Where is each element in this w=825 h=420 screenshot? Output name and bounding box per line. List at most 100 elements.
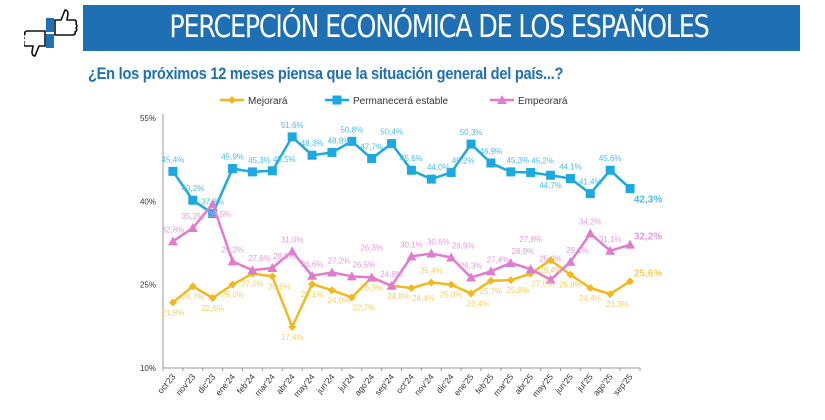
data-point xyxy=(247,167,257,177)
data-label: 45,2% xyxy=(531,156,554,165)
data-label: 30,1% xyxy=(400,240,423,249)
data-point xyxy=(288,322,297,331)
data-point xyxy=(606,290,615,299)
legend-label: Permanecerá estable xyxy=(353,96,448,107)
data-point xyxy=(167,236,178,246)
series-line-empeorará xyxy=(172,202,631,288)
data-label: 23,4% xyxy=(467,300,490,309)
data-label: 48,3% xyxy=(301,139,324,148)
data-label: 41,4% xyxy=(579,178,602,187)
data-point xyxy=(505,258,516,267)
data-label: 44,7% xyxy=(539,181,562,190)
data-point xyxy=(486,158,496,168)
data-label: 27,4% xyxy=(487,255,510,264)
x-tick-label: sep'24 xyxy=(372,372,396,398)
data-label: 24,8% xyxy=(380,270,403,279)
x-tick-label: mar'25 xyxy=(491,372,515,398)
data-label: 27,0% xyxy=(531,280,554,289)
page-title: PERCEPCIÓN ECONÓMICA DE LOS ESPAÑOLES xyxy=(168,9,709,45)
data-point xyxy=(307,270,318,280)
data-label: 24,4% xyxy=(579,294,602,303)
x-tick-label: may'24 xyxy=(291,372,316,399)
data-label: 50,4% xyxy=(380,128,403,137)
chart-subtitle: ¿En los próximos 12 meses piensa que la … xyxy=(88,64,564,83)
data-label: 24,4% xyxy=(412,294,435,303)
series-line-mejorará xyxy=(172,258,631,329)
data-point xyxy=(427,278,436,287)
data-label: 39,5% xyxy=(208,210,231,219)
data-point xyxy=(467,289,476,298)
data-point xyxy=(188,282,197,291)
data-point xyxy=(506,276,515,285)
data-label: 24,0% xyxy=(328,296,351,305)
data-point xyxy=(207,199,218,209)
data-label: 17,4% xyxy=(281,333,304,342)
data-label: 27,0% xyxy=(241,280,264,289)
data-label: 27,2% xyxy=(328,256,351,265)
data-label: 25,0% xyxy=(221,291,244,300)
data-point xyxy=(168,298,177,307)
x-tick-label: mar'24 xyxy=(253,372,277,398)
y-tick-label: 25% xyxy=(140,281,156,290)
data-label: 27,8% xyxy=(519,235,542,244)
data-point xyxy=(287,246,298,256)
legend-marker xyxy=(497,95,507,104)
data-point xyxy=(227,256,238,266)
legend-marker xyxy=(228,96,236,104)
data-label: 26,3% xyxy=(460,261,483,270)
data-point xyxy=(585,228,596,238)
data-point xyxy=(605,165,615,175)
legend-marker xyxy=(332,95,342,105)
data-point xyxy=(447,280,456,289)
data-point xyxy=(228,280,237,289)
data-point xyxy=(208,294,217,302)
data-label: 40,2% xyxy=(181,184,204,193)
data-point xyxy=(247,265,258,275)
data-label: 32,8% xyxy=(162,225,185,234)
data-label: 26,3% xyxy=(360,283,383,292)
data-point xyxy=(585,189,595,199)
data-label: 51,6% xyxy=(281,121,304,130)
data-point xyxy=(347,136,357,146)
data-point xyxy=(188,195,198,205)
data-point xyxy=(168,166,178,176)
x-tick-label: ago'25 xyxy=(591,372,615,398)
data-point xyxy=(485,266,496,276)
data-label: 44,0% xyxy=(427,163,450,172)
y-tick-label: 40% xyxy=(140,197,156,206)
data-point xyxy=(546,256,555,265)
data-point xyxy=(605,245,616,255)
data-point xyxy=(525,264,536,274)
data-label: 25,0% xyxy=(440,291,463,300)
data-point xyxy=(307,150,317,160)
data-label: 34,2% xyxy=(579,218,602,227)
data-label: 24,7% xyxy=(181,292,204,301)
data-label: 29,9% xyxy=(452,241,475,250)
data-label: 30,6% xyxy=(427,238,450,247)
data-label: 25,9% xyxy=(539,255,562,264)
data-label: 29,1% xyxy=(566,246,589,255)
x-tick-label: jun'25 xyxy=(552,372,575,397)
x-tick-label: jun'24 xyxy=(314,372,337,397)
x-tick-label: sep'25 xyxy=(611,372,635,398)
data-point xyxy=(407,284,416,292)
x-tick-label: nov'23 xyxy=(174,372,198,398)
data-point xyxy=(446,167,456,177)
x-tick-label: ene'25 xyxy=(452,372,476,398)
data-label: 31,0% xyxy=(281,235,304,244)
data-point xyxy=(347,293,356,302)
legend-label: Mejorará xyxy=(248,96,288,107)
data-label: 23,3% xyxy=(606,300,629,309)
data-point xyxy=(386,280,397,290)
data-point xyxy=(267,263,278,272)
data-label: 46,9% xyxy=(480,147,503,156)
data-label: 26,5% xyxy=(352,260,375,269)
data-point xyxy=(287,132,297,142)
x-tick-label: ene'24 xyxy=(213,372,237,398)
data-point xyxy=(625,184,635,194)
data-label: 50,3% xyxy=(460,128,483,137)
data-point xyxy=(387,139,397,149)
data-label: 48,8% xyxy=(328,136,351,145)
data-point xyxy=(486,276,495,285)
x-tick-label: ago'24 xyxy=(352,372,376,398)
